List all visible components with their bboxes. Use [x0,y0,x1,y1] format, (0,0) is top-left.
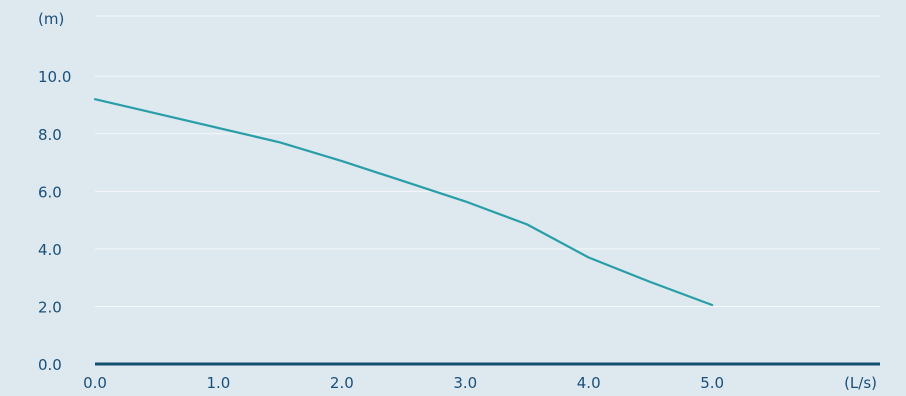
x-tick-label: 3.0 [453,374,477,392]
grid-lines [95,15,880,307]
y-axis-unit-label: (m) [38,10,64,28]
y-tick-labels: 0.0 2.0 4.0 6.0 8.0 10.0 [38,68,71,374]
series-lines [93,98,714,307]
y-tick-label: 4.0 [38,241,62,259]
y-tick-label: 8.0 [38,126,62,144]
x-tick-label: 4.0 [577,374,601,392]
x-tick-label: 5.0 [700,374,724,392]
x-tick-label: 0.0 [83,374,107,392]
y-tick-label: 10.0 [38,68,71,86]
y-tick-label: 2.0 [38,298,62,316]
x-tick-label: 1.0 [206,374,230,392]
x-tick-label: 2.0 [330,374,354,392]
y-tick-label: 0.0 [38,356,62,374]
series-line [93,98,714,307]
x-axis-unit-label: (L/s) [844,374,877,392]
x-tick-labels: 0.0 1.0 2.0 3.0 4.0 5.0 [83,374,724,392]
y-tick-label: 6.0 [38,183,62,201]
